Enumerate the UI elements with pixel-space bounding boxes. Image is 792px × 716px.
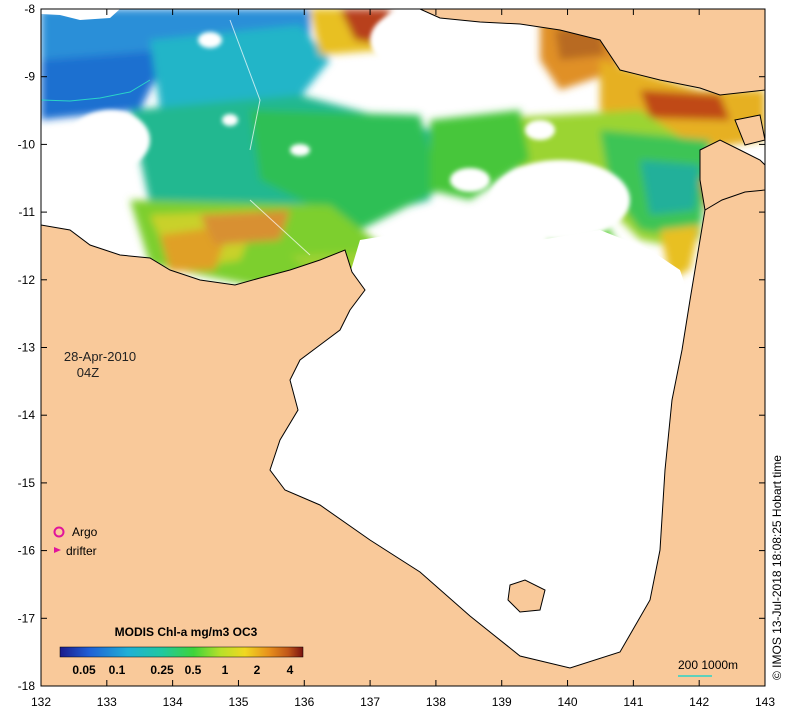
lat-tick-label: -16 — [18, 544, 36, 558]
drifter-label: drifter — [66, 544, 97, 558]
colorbar-title: MODIS Chl-a mg/m3 OC3 — [115, 625, 258, 639]
date-label: 28-Apr-2010 — [64, 349, 136, 364]
lon-tick-label: 134 — [163, 695, 183, 709]
argo-marker-icon — [53, 526, 65, 538]
isobath-legend: 200 1000m — [678, 658, 738, 677]
lon-tick-label: 138 — [426, 695, 446, 709]
colorbar-tick: 0.25 — [150, 663, 174, 677]
lat-tick-label: -18 — [18, 679, 36, 693]
time-label: 04Z — [77, 365, 99, 380]
cloud-gaps — [45, 9, 650, 280]
land — [41, 9, 765, 686]
lon-tick-label: 141 — [623, 695, 643, 709]
lat-tick-label: -12 — [18, 273, 36, 287]
lat-tick-label: -10 — [18, 137, 36, 151]
colorbar: MODIS Chl-a mg/m3 OC3 0.05 0.1 0.25 0.5 … — [59, 625, 304, 677]
colorbar-tick: 0.05 — [72, 663, 96, 677]
colorbar-tick: 0.5 — [185, 663, 202, 677]
lat-tick-label: -15 — [18, 476, 36, 490]
colorbar-tick: 1 — [222, 663, 229, 677]
lon-tick-label: 133 — [97, 695, 117, 709]
colorbar-tick: 2 — [254, 663, 261, 677]
marker-legend: Argo drifter — [53, 525, 98, 558]
lat-tick-label: -14 — [18, 408, 36, 422]
lat-tick-label: -8 — [24, 2, 35, 16]
latitude-axis: -8 -9 -10 -11 -12 -13 -14 -15 -16 -17 -18 — [18, 2, 765, 693]
lon-tick-label: 136 — [294, 695, 314, 709]
land-top-left — [41, 9, 120, 20]
lon-tick-label: 132 — [31, 695, 51, 709]
drifter-marker-icon — [54, 547, 61, 553]
lat-tick-label: -9 — [24, 70, 35, 84]
lon-tick-label: 142 — [689, 695, 709, 709]
lat-tick-label: -13 — [18, 341, 36, 355]
longitude-axis: 132 133 134 135 136 137 138 139 140 141 142 143 — [31, 9, 775, 709]
lon-tick-label: 139 — [492, 695, 512, 709]
land-groote-island — [507, 579, 546, 613]
land-new-guinea — [419, 9, 765, 96]
lat-tick-label: -17 — [18, 611, 36, 625]
colorbar-gradient — [59, 646, 304, 658]
lat-tick-label: -11 — [19, 205, 36, 219]
credit-label: © IMOS 13-Jul-2018 18:08:25 Hobart time — [770, 455, 784, 680]
cloud-covered-gulf — [270, 230, 690, 668]
isobath-line — [41, 79, 151, 102]
lon-tick-label: 140 — [558, 695, 578, 709]
lon-tick-label: 143 — [755, 695, 775, 709]
lon-tick-label: 135 — [228, 695, 248, 709]
argo-label: Argo — [72, 525, 98, 539]
land-island-a — [734, 114, 765, 146]
colorbar-tick: 0.1 — [109, 663, 126, 677]
isobath-legend-label: 200 1000m — [678, 658, 738, 672]
land-arnhem — [41, 184, 765, 686]
lon-tick-label: 137 — [360, 695, 380, 709]
land-cape-york — [699, 139, 765, 211]
colorbar-tick: 4 — [287, 663, 294, 677]
